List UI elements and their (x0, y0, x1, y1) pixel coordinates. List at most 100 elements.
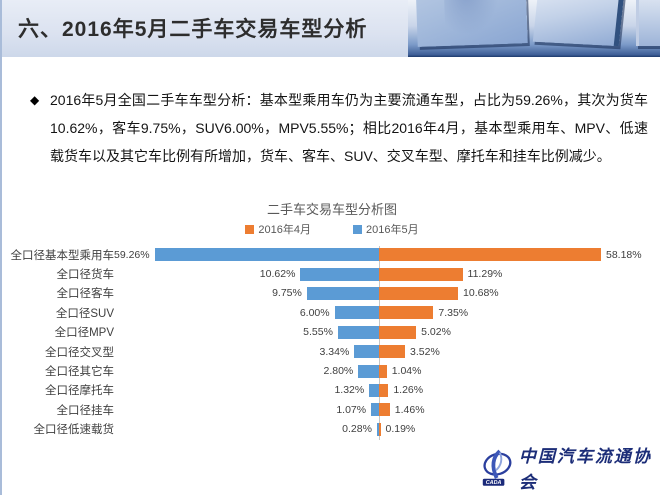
cube-icon (636, 0, 660, 46)
legend-item-april: 2016年4月 (245, 221, 311, 237)
category-label: 全口径交叉型 (45, 346, 114, 359)
chart-row: 全口径客车 9.75% 10.68% (2, 284, 660, 303)
value-label-may: 1.32% (334, 384, 365, 397)
right-bar-zone: 1.26% (379, 383, 660, 397)
bar-2016-04 (379, 325, 417, 339)
left-bar-zone: 5.55% (114, 325, 379, 339)
category-label: 全口径客车 (56, 288, 115, 301)
right-bar-zone: 10.68% (379, 286, 660, 300)
bar-2016-04 (379, 306, 434, 320)
legend-swatch-may (353, 224, 362, 234)
left-bar-zone: 1.32% (114, 383, 379, 397)
left-bar-zone: 3.34% (114, 345, 379, 359)
bar-2016-04 (379, 383, 389, 397)
cada-emblem-icon: CADA (482, 449, 512, 486)
value-label-may: 9.75% (272, 287, 302, 300)
left-bar-zone: 10.62% (114, 267, 379, 281)
right-bar-zone: 3.52% (379, 345, 660, 359)
bar-2016-05 (369, 383, 379, 397)
bar-2016-05 (371, 403, 379, 417)
right-bar-zone: 1.04% (379, 364, 660, 378)
right-bar-zone: 58.18% (379, 248, 660, 262)
header-banner: 六、2016年5月二手车交易车型分析 (2, 0, 660, 57)
chart-row: 全口径摩托车 1.32% 1.26% (2, 381, 660, 400)
cada-logo: CADA 中国汽车流通协会 China Automobile Dealers A… (482, 444, 660, 495)
bar-2016-05 (376, 422, 379, 436)
bar-2016-05 (337, 325, 379, 339)
bar-2016-04 (379, 364, 387, 378)
bar-2016-04 (379, 422, 381, 436)
category-label: 全口径其它车 (45, 366, 114, 379)
logo-name-cn: 中国汽车流通协会 (518, 447, 652, 493)
value-label-may: 5.55% (303, 326, 333, 339)
summary-paragraph: ◆ 2016年5月全国二手车车型分析：基本型乘用车仍为主要流通车型，占比为59.… (30, 86, 648, 170)
chart-row: 全口径MPV 5.55% 5.02% (2, 323, 660, 342)
left-bar-zone: 0.28% (114, 422, 379, 436)
right-bar-zone: 1.46% (379, 403, 660, 417)
bar-2016-05 (306, 286, 379, 300)
value-label-april: 0.19% (385, 423, 416, 436)
value-label-may: 3.34% (319, 345, 350, 358)
value-label-april: 3.52% (410, 345, 440, 358)
bar-2016-05 (358, 364, 379, 378)
right-bar-zone: 0.19% (379, 422, 660, 436)
bar-2016-05 (300, 267, 379, 281)
category-label: 全口径低速载货 (33, 424, 115, 437)
chart-rows: 全口径基本型乘用车 59.26% 58.18% 全口径货车 10.62% 11.29% 全口… (2, 245, 660, 439)
value-label-april: 7.35% (438, 306, 469, 319)
chart-row: 全口径挂车 1.07% 1.46% (2, 400, 660, 419)
bar-2016-05 (334, 306, 379, 320)
bar-2016-05 (354, 345, 379, 359)
value-label-may: 0.28% (342, 423, 372, 436)
chart-row: 全口径交叉型 3.34% 3.52% (2, 342, 660, 361)
chart-row: 全口径基本型乘用车 59.26% 58.18% (2, 245, 660, 264)
value-label-may: 6.00% (299, 306, 330, 319)
bar-2016-04 (379, 286, 459, 300)
value-label-april: 58.18% (606, 248, 642, 261)
chart-row: 全口径其它车 2.80% 1.04% (2, 361, 660, 380)
value-label-may: 10.62% (259, 268, 296, 281)
value-label-may: 59.26% (114, 248, 150, 261)
value-label-april: 10.68% (463, 287, 499, 300)
legend-item-may: 2016年5月 (353, 221, 419, 237)
category-label: 全口径MPV (54, 327, 114, 340)
chart-plot-area: 全口径基本型乘用车 59.26% 58.18% 全口径货车 10.62% 11.29% 全口… (2, 245, 660, 441)
logo-text: 中国汽车流通协会 China Automobile Dealers Associ… (519, 444, 660, 495)
category-label: 全口径挂车 (56, 404, 115, 417)
slide-title: 六、2016年5月二手车交易车型分析 (18, 18, 368, 41)
bar-2016-04 (379, 248, 601, 262)
value-label-april: 1.04% (391, 365, 422, 378)
bar-2016-04 (379, 403, 390, 417)
value-label-april: 5.02% (421, 326, 451, 339)
cube-icon (414, 0, 528, 47)
bar-2016-04 (379, 267, 463, 281)
legend-swatch-april (245, 224, 255, 234)
value-label-april: 1.46% (394, 403, 425, 416)
left-bar-zone: 1.07% (114, 403, 379, 417)
chart-center-axis (379, 246, 380, 440)
chart-legend: 2016年4月 2016年5月 (2, 221, 660, 237)
legend-label-may: 2016年5月 (366, 224, 419, 236)
summary-text: 2016年5月全国二手车车型分析：基本型乘用车仍为主要流通车型，占比为59.26… (50, 92, 648, 164)
cube-icon (532, 0, 626, 47)
chart-title: 二手车交易车型分析图 (266, 202, 397, 217)
category-label: 全口径基本型乘用车 (10, 249, 115, 262)
category-label: 全口径SUV (55, 307, 114, 320)
value-label-may: 1.07% (336, 403, 367, 416)
bar-2016-05 (154, 248, 379, 262)
diamond-bullet-icon: ◆ (30, 93, 40, 107)
chart-row: 全口径货车 10.62% 11.29% (2, 264, 660, 283)
right-bar-zone: 5.02% (379, 325, 660, 339)
banner-cubes-graphic (408, 0, 660, 57)
bar-2016-04 (379, 345, 406, 359)
left-bar-zone: 6.00% (114, 306, 379, 320)
value-label-may: 2.80% (323, 365, 354, 378)
right-bar-zone: 11.29% (379, 267, 660, 281)
left-bar-zone: 2.80% (114, 364, 379, 378)
left-bar-zone: 9.75% (114, 286, 379, 300)
logo-badge-text: CADA (486, 480, 502, 486)
left-bar-zone: 59.26% (114, 248, 379, 262)
chart-row: 全口径SUV 6.00% 7.35% (2, 303, 660, 322)
right-bar-zone: 7.35% (379, 306, 660, 320)
